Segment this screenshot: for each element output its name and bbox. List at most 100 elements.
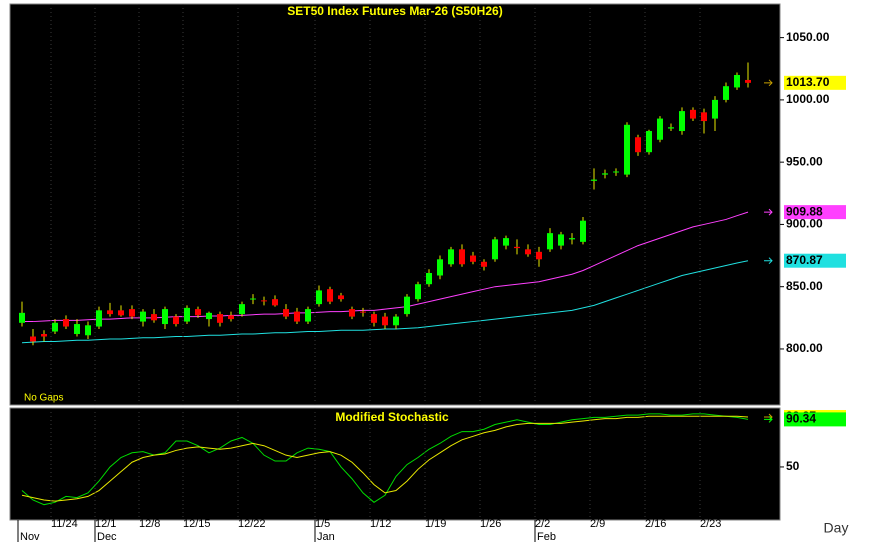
x-tick-label: 12/15 [183,518,211,530]
candle-body [41,334,47,337]
x-tick-label: 2/9 [590,518,605,530]
candle-body [602,173,608,175]
candle-body [668,127,674,129]
candle-body [206,312,212,320]
candle-body [448,249,454,265]
candle-body [140,311,146,322]
candle-body [305,309,311,322]
candle-body [19,312,25,323]
candle-body [503,238,509,246]
candle-body [591,179,597,181]
candle-body [74,324,80,335]
candle-body [470,255,476,262]
marker-box [784,205,846,220]
marker-arrow [764,257,773,265]
candle-body [536,251,542,260]
line [21,415,749,502]
candle-body [514,246,520,249]
candle-body [151,314,157,321]
candle-body [96,310,102,327]
x-tick-label: 1/26 [480,518,501,530]
candle-body [437,259,443,276]
candle-body [250,298,256,300]
marker-label: 1013.70 [786,75,830,89]
marker-label: 870.87 [786,253,823,267]
candle-body [184,307,190,322]
marker-box [784,253,846,268]
candle-body [52,322,58,332]
panel-title: Modified Stochastic [335,410,449,424]
candle-body [459,249,465,265]
candle-body [492,239,498,260]
x-tick-label: 2/16 [645,518,666,530]
x-tick-label: 1/12 [370,518,391,530]
month-label: Nov [20,531,40,543]
x-tick-label: 2/23 [700,518,721,530]
candle-body [316,290,322,305]
candle-body [569,238,575,240]
candle-body [646,131,652,153]
candle-body [30,336,36,342]
candle-body [283,309,289,317]
candle-body [338,295,344,300]
x-tick-label: 1/19 [425,518,446,530]
candle-body [613,171,619,173]
marker-label: 90.34 [786,412,816,426]
candle-body [481,261,487,267]
month-label: Jan [317,531,335,543]
candle-body [239,304,245,315]
candle-body [272,299,278,306]
candle-body [118,310,124,316]
candle-body [426,272,432,285]
candle-body [745,79,751,83]
x-tick-label: 1/5 [315,518,330,530]
marker-arrow [764,208,773,216]
candle-body [558,234,564,246]
marker-box [784,412,846,427]
chart-title: SET50 Index Futures Mar-26 (S50H26) [287,4,502,18]
candle-body [657,118,663,140]
y-tick-label: 950.00 [786,154,823,168]
marker-arrow [764,79,773,87]
y-tick-label: 50 [786,459,800,473]
candle-body [734,74,740,88]
candle-body [547,233,553,250]
candle-body [415,284,421,300]
x-tick-label: 12/1 [95,518,116,530]
candle-body [393,316,399,326]
candle-body [63,319,69,327]
candle-body [107,310,113,315]
candle-body [85,325,91,336]
price-panel [9,3,781,406]
x-tick-label: 11/24 [51,518,78,530]
candle-body [404,296,410,315]
x-tick-label: 12/22 [238,518,266,530]
candle-body [635,137,641,153]
candle-body [195,309,201,316]
candle-body [624,124,630,175]
candle-body [382,316,388,326]
candle-body [690,109,696,119]
y-tick-label: 1050.00 [786,30,830,44]
y-tick-label: 900.00 [786,217,823,231]
y-tick-label: 800.00 [786,341,823,355]
candle-body [712,99,718,119]
candle-body [294,311,300,322]
line [21,413,749,506]
month-label: Feb [537,531,556,543]
candle-body [723,86,729,100]
candle-body [217,314,223,323]
stochastic-panel [9,407,781,521]
marker-label: 909.88 [786,204,823,218]
marker-box [784,75,846,90]
candle-body [162,309,168,325]
candle-body [173,316,179,325]
candle-body [371,314,377,323]
month-label: Dec [97,531,117,543]
note: No Gaps [24,393,63,404]
candle-body [525,249,531,255]
y-tick-label: 850.00 [786,279,823,293]
candle-body [261,300,267,302]
x-tick-label: 12/8 [139,518,160,530]
candle-body [129,309,135,317]
